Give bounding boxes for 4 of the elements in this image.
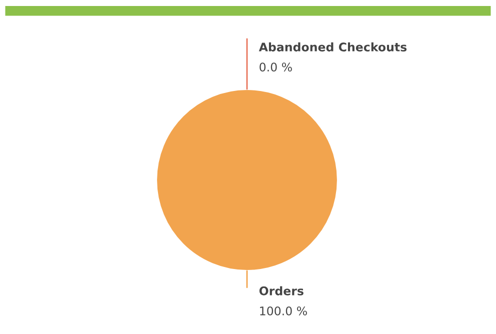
slice-label: Orders bbox=[259, 286, 304, 296]
category-label: Abandoned Checkouts bbox=[258, 42, 407, 52]
text: 0.0 % bbox=[260, 62, 292, 72]
data-label: 100.0 % bbox=[260, 306, 307, 316]
